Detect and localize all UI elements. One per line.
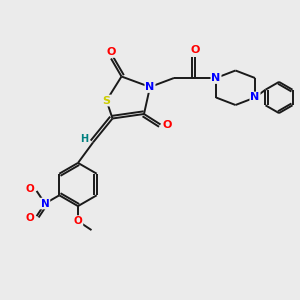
- Text: O: O: [26, 184, 34, 194]
- Text: O: O: [106, 47, 116, 57]
- Text: O: O: [162, 119, 172, 130]
- Text: O: O: [74, 216, 82, 226]
- Text: N: N: [250, 92, 260, 103]
- Text: N: N: [40, 199, 50, 208]
- Text: N: N: [212, 73, 220, 83]
- Text: O: O: [26, 213, 34, 223]
- Text: S: S: [103, 95, 110, 106]
- Text: O: O: [190, 45, 200, 56]
- Text: N: N: [146, 82, 154, 92]
- Text: H: H: [80, 134, 88, 144]
